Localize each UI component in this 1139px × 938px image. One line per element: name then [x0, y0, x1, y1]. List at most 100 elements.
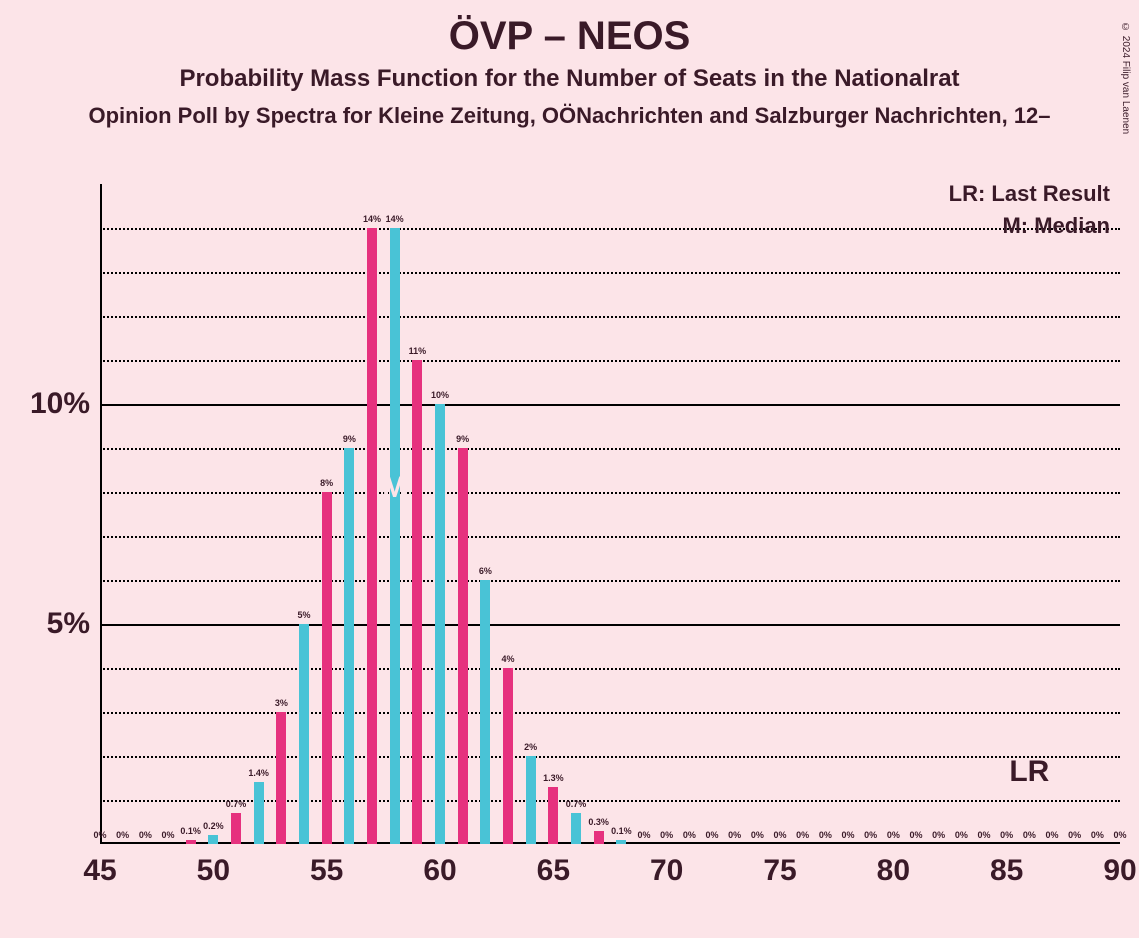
bar-value-label: 9% — [343, 434, 356, 444]
median-marker: M — [382, 471, 407, 505]
x-tick-label: 60 — [423, 854, 456, 888]
bar-value-label: 0.1% — [180, 826, 201, 836]
y-axis — [100, 184, 102, 844]
last-result-marker: LR — [1009, 755, 1049, 789]
bar-value-label: 8% — [320, 478, 333, 488]
bar-value-label: 0% — [751, 830, 764, 840]
x-tick-label: 85 — [990, 854, 1023, 888]
bar-value-label: 0% — [955, 830, 968, 840]
bar-value-label: 0% — [637, 830, 650, 840]
x-tick-label: 75 — [763, 854, 796, 888]
bar-value-label: 0% — [1000, 830, 1013, 840]
bar-value-label: 10% — [431, 390, 449, 400]
bar-value-label: 14% — [363, 214, 381, 224]
bar-value-label: 5% — [297, 610, 310, 620]
bar-value-label: 0.7% — [566, 799, 587, 809]
bar — [616, 840, 626, 844]
bar-value-label: 0.7% — [226, 799, 247, 809]
gridline-minor — [100, 492, 1120, 494]
bar — [390, 228, 400, 844]
bar-value-label: 0.1% — [611, 826, 632, 836]
bar-value-label: 0% — [705, 830, 718, 840]
x-tick-label: 50 — [197, 854, 230, 888]
x-tick-label: 45 — [83, 854, 116, 888]
bar — [526, 756, 536, 844]
gridline-minor — [100, 756, 1120, 758]
y-tick-label: 5% — [47, 607, 90, 641]
bar-value-label: 0% — [841, 830, 854, 840]
chart-subtitle: Probability Mass Function for the Number… — [0, 65, 1139, 93]
bar — [435, 404, 445, 844]
pmf-chart: 0%0%0%0%0.1%0.2%0.7%1.4%3%5%8%9%14%14%11… — [100, 184, 1120, 844]
y-tick-label: 10% — [30, 387, 90, 421]
bar-value-label: 0% — [909, 830, 922, 840]
bar-value-label: 9% — [456, 434, 469, 444]
chart-title: ÖVP – NEOS — [0, 14, 1139, 59]
bar-value-label: 0% — [819, 830, 832, 840]
x-tick-label: 65 — [537, 854, 570, 888]
bar-value-label: 0% — [796, 830, 809, 840]
bar-value-label: 0% — [683, 830, 696, 840]
gridline-minor — [100, 712, 1120, 714]
bar — [503, 668, 513, 844]
gridline-minor — [100, 580, 1120, 582]
bar — [231, 813, 241, 844]
bar — [548, 787, 558, 844]
x-tick-label: 90 — [1103, 854, 1136, 888]
bar-value-label: 0% — [864, 830, 877, 840]
bar-value-label: 4% — [501, 654, 514, 664]
bar-value-label: 0% — [1113, 830, 1126, 840]
bar-value-label: 0% — [977, 830, 990, 840]
bar-value-label: 1.3% — [543, 773, 564, 783]
bar — [299, 624, 309, 844]
gridline-minor — [100, 316, 1120, 318]
gridline-minor — [100, 448, 1120, 450]
bar — [208, 835, 218, 844]
bar-value-label: 6% — [479, 566, 492, 576]
legend: LR: Last Result M: Median — [949, 178, 1110, 242]
x-tick-label: 80 — [877, 854, 910, 888]
gridline-minor — [100, 536, 1120, 538]
bar — [594, 831, 604, 844]
bar — [276, 712, 286, 844]
bar-value-label: 0% — [93, 830, 106, 840]
x-tick-label: 55 — [310, 854, 343, 888]
bar-value-label: 2% — [524, 742, 537, 752]
bar-value-label: 0% — [887, 830, 900, 840]
gridline-minor — [100, 360, 1120, 362]
bar-value-label: 3% — [275, 698, 288, 708]
bar — [571, 813, 581, 844]
gridline-major — [100, 624, 1120, 626]
bar — [322, 492, 332, 844]
bar-value-label: 0% — [139, 830, 152, 840]
bar-value-label: 11% — [409, 346, 427, 356]
bar-value-label: 0% — [161, 830, 174, 840]
bar — [254, 782, 264, 844]
bar-value-label: 0% — [1068, 830, 1081, 840]
bar-value-label: 0.3% — [588, 817, 609, 827]
bar — [367, 228, 377, 844]
bar — [458, 448, 468, 844]
bar-value-label: 0% — [1045, 830, 1058, 840]
legend-lr: LR: Last Result — [949, 178, 1110, 210]
plot-area: 0%0%0%0%0.1%0.2%0.7%1.4%3%5%8%9%14%14%11… — [100, 184, 1120, 844]
bar — [186, 840, 196, 844]
copyright-text: © 2024 Filip van Laenen — [1120, 22, 1131, 134]
bar-value-label: 0% — [773, 830, 786, 840]
bar-value-label: 0% — [660, 830, 673, 840]
legend-m: M: Median — [949, 210, 1110, 242]
bar-value-label: 0.2% — [203, 821, 224, 831]
bar-value-label: 0% — [1091, 830, 1104, 840]
x-tick-label: 70 — [650, 854, 683, 888]
gridline-major — [100, 404, 1120, 406]
chart-source-line: Opinion Poll by Spectra for Kleine Zeitu… — [0, 103, 1139, 129]
bar-value-label: 1.4% — [248, 768, 269, 778]
bar — [344, 448, 354, 844]
bar-value-label: 0% — [728, 830, 741, 840]
gridline-minor — [100, 272, 1120, 274]
bar — [412, 360, 422, 844]
bar-value-label: 14% — [386, 214, 404, 224]
bar — [480, 580, 490, 844]
bar-value-label: 0% — [116, 830, 129, 840]
bar-value-label: 0% — [1023, 830, 1036, 840]
